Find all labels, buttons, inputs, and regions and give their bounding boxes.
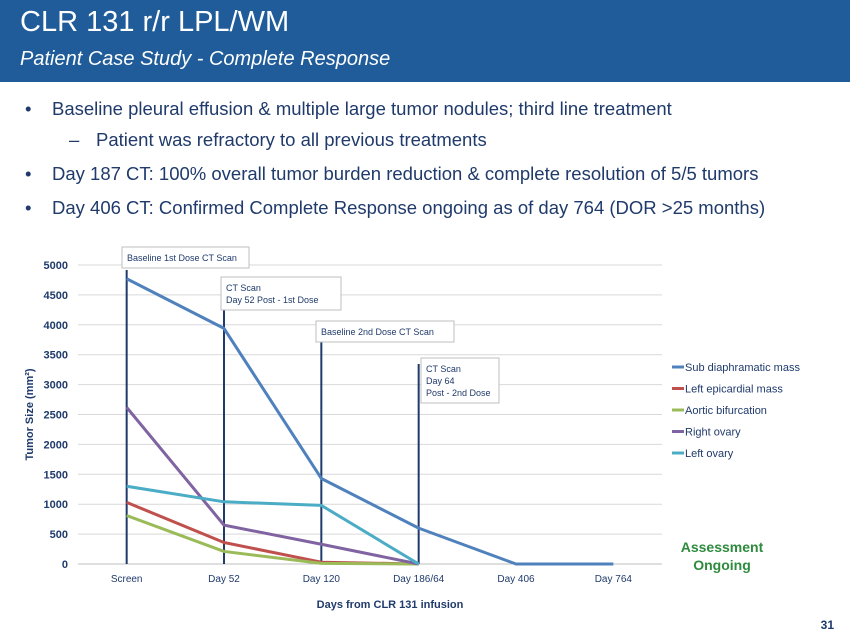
x-tick-label: Day 406: [497, 574, 535, 585]
y-tick-label: 3500: [44, 350, 68, 362]
series-line: [126, 514, 419, 566]
bullet-item: • Baseline pleural effusion & multiple l…: [25, 98, 672, 120]
x-tick-label: Day 120: [303, 574, 341, 585]
y-tick-label: 2000: [44, 439, 68, 451]
annotation-box: [420, 357, 500, 404]
y-tick-label: 0: [62, 559, 68, 571]
y-tick-label: 1500: [44, 469, 68, 481]
annotation-label: Baseline 2nd Dose CT Scan: [321, 327, 434, 337]
x-tick-label: Day 52: [208, 574, 240, 585]
assessment-note: Assessment Ongoing: [680, 539, 764, 573]
y-tick-label: 1000: [44, 499, 68, 511]
annotation-label: CT Scan Day 52 Post - 1st Dose: [226, 283, 319, 305]
bullet-marker: –: [69, 129, 80, 150]
y-tick-label: 500: [50, 529, 68, 541]
sub-bullet-item: – Patient was refractory to all previous…: [69, 129, 487, 151]
x-tick-label: Day 186/64: [393, 574, 445, 585]
series-line: [125, 277, 614, 566]
bullet-marker: •: [25, 98, 32, 119]
annotation-box: [220, 276, 342, 311]
y-tick-label: 3000: [44, 380, 68, 392]
annotation-label: CT Scan Day 64 Post - 2nd Dose: [426, 364, 491, 398]
annotation-box: [121, 246, 250, 269]
bullet-text: Patient was refractory to all previous t…: [96, 129, 487, 150]
bullet-item: • Day 406 CT: Confirmed Complete Respons…: [25, 197, 766, 219]
legend-label: Left ovary: [685, 448, 734, 460]
y-tick-label: 4000: [44, 320, 68, 332]
x-axis-title: Days from CLR 131 infusion: [317, 599, 464, 611]
bullet-marker: •: [25, 197, 32, 218]
series-line: [126, 484, 420, 566]
slide-subtitle: Patient Case Study - Complete Response: [20, 48, 391, 70]
x-tick-label: Day 764: [595, 574, 633, 585]
y-tick-label: 5000: [44, 260, 68, 272]
series-line: [125, 406, 419, 566]
bullet-marker: •: [25, 163, 32, 184]
legend-label: Right ovary: [685, 427, 741, 439]
bullet-text: Baseline pleural effusion & multiple lar…: [52, 98, 672, 119]
slide-title: CLR 131 r/r LPL/WM: [20, 6, 290, 38]
legend-label: Sub diaphramatic mass: [685, 362, 800, 374]
page-number: 31: [820, 618, 834, 632]
bullet-text: Day 187 CT: 100% overall tumor burden re…: [52, 163, 759, 184]
bullet-item: • Day 187 CT: 100% overall tumor burden …: [25, 163, 759, 185]
x-tick-label: Screen: [111, 574, 143, 585]
title-bar: CLR 131 r/r LPL/WM Patient Case Study - …: [0, 0, 850, 82]
y-tick-label: 2500: [44, 410, 68, 422]
annotation-box: [315, 320, 455, 343]
legend-label: Left epicardial mass: [685, 384, 783, 396]
legend-label: Aortic bifurcation: [685, 405, 767, 417]
annotation-label: Baseline 1st Dose CT Scan: [127, 253, 237, 263]
bullet-text: Day 406 CT: Confirmed Complete Response …: [52, 197, 766, 218]
y-tick-label: 4500: [44, 290, 68, 302]
y-axis-title: Tumor Size (mm²): [24, 368, 36, 460]
